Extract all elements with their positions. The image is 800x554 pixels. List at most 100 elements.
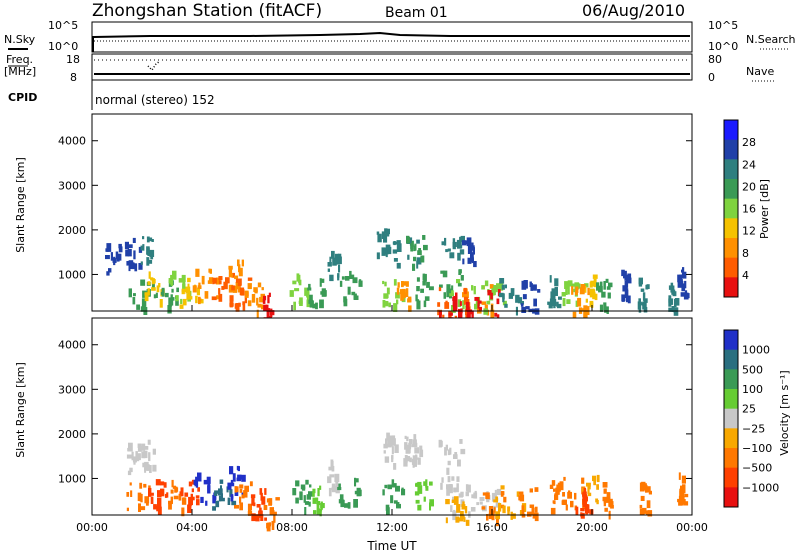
power-echo-cell (142, 236, 145, 240)
power-colorbar-segment (724, 159, 738, 180)
velocity-colorbar-tick-label: 100 (742, 383, 763, 396)
power-echo-cell (504, 284, 507, 289)
velocity-colorbar-label: Velocity [m s⁻¹] (778, 370, 791, 455)
power-echo-cell (237, 259, 240, 267)
velocity-echo-cell (412, 458, 417, 467)
power-echo-cell (138, 246, 143, 253)
velocity-echo-cell (130, 490, 133, 497)
power-echo-cell (171, 288, 174, 293)
power-echo-cell (486, 300, 489, 304)
power-echo-cell (403, 281, 407, 286)
velocity-echo-cell (470, 507, 476, 512)
power-echo-cell (571, 286, 574, 295)
power-echo-cell (638, 298, 641, 307)
power-echo-cell (473, 286, 476, 295)
power-echo-cell (138, 263, 143, 270)
velocity-colorbar-segment (724, 349, 738, 370)
power-echo-cell (298, 279, 302, 286)
power-echo-cell (483, 308, 488, 315)
velocity-echo-cell (429, 499, 434, 507)
power-echo-cell (293, 301, 296, 311)
velocity-y-tick-label: 2000 (58, 428, 86, 441)
velocity-echo-cell (306, 494, 311, 500)
power-echo-cell (591, 289, 596, 295)
velocity-echo-cell (166, 492, 169, 498)
power-echo-cell (638, 303, 642, 313)
velocity-echo-cell (391, 438, 396, 446)
power-echo-cell (393, 279, 397, 286)
velocity-echo-cell (453, 454, 458, 459)
velocity-echo-cell (491, 492, 497, 502)
power-echo-cell (674, 298, 680, 306)
velocity-echo-cell (331, 465, 335, 472)
velocity-echo-cell (476, 502, 479, 506)
power-echo-cell (309, 300, 314, 308)
cpid-mode: normal (stereo) 152 (95, 93, 215, 107)
velocity-echo-cell (160, 488, 165, 497)
velocity-echo-cell (415, 499, 420, 504)
power-echo-cell (396, 299, 399, 305)
velocity-echo-cell (316, 503, 320, 512)
velocity-echo-cell (500, 491, 504, 497)
power-echo-cell (338, 264, 341, 273)
power-echo-cell (489, 284, 494, 289)
velocity-echo-cell (220, 497, 225, 502)
velocity-echo-cell (677, 498, 681, 503)
power-echo-cell (426, 281, 430, 288)
velocity-echo-cell (128, 442, 133, 452)
velocity-echo-cell (586, 482, 591, 487)
velocity-echo-cell (269, 507, 274, 515)
power-echo-cell (199, 298, 202, 302)
velocity-echo-cell (213, 492, 217, 500)
velocity-echo-cell (292, 488, 297, 496)
velocity-colorbar-segment (724, 467, 738, 488)
velocity-echo-cell (471, 494, 475, 499)
power-echo-cell (209, 268, 212, 274)
velocity-echo-cell (414, 491, 420, 496)
power-echo-cell (140, 279, 146, 286)
velocity-echo-cell (596, 484, 599, 490)
velocity-echo-cell (137, 492, 142, 501)
velocity-x-tick-label: 08:00 (276, 521, 308, 534)
velocity-echo-cell (401, 488, 406, 496)
power-echo-cell (395, 292, 400, 299)
velocity-echo-cell (474, 490, 477, 499)
velocity-echo-cell (451, 499, 455, 503)
velocity-echo-cell (575, 506, 579, 515)
power-echo-cell (126, 261, 132, 266)
power-echo-cell (599, 304, 603, 312)
power-echo-cell (499, 278, 505, 284)
velocity-echo-cell (608, 498, 613, 507)
velocity-echo-cell (344, 503, 349, 508)
velocity-echo-cell (187, 504, 192, 513)
velocity-echo-cell (412, 439, 417, 445)
velocity-echo-cell (411, 444, 416, 448)
velocity-echo-cell (647, 510, 653, 517)
power-echo-cell (151, 282, 155, 289)
power-echo-cell (522, 294, 527, 300)
power-echo-cell (605, 278, 609, 283)
power-echo-cell (228, 265, 233, 270)
velocity-echo-cell (639, 504, 643, 509)
velocity-echo-cell (587, 486, 590, 495)
power-echo-cell (385, 244, 391, 250)
velocity-echo-cell (457, 463, 460, 467)
velocity-echo-cell (678, 501, 683, 506)
power-echo-cell (471, 310, 474, 319)
power-echo-cell (464, 291, 469, 299)
velocity-echo-cell (175, 487, 179, 492)
power-echo-cell (383, 293, 388, 299)
velocity-echo-cell (456, 476, 460, 482)
velocity-echo-cell (197, 472, 202, 482)
velocity-echo-cell (144, 496, 150, 504)
power-echo-cell (573, 288, 577, 293)
power-echo-cell (437, 302, 441, 307)
velocity-echo-cell (554, 494, 559, 500)
velocity-echo-cell (170, 489, 174, 494)
velocity-echo-cell (534, 487, 539, 492)
velocity-echo-cell (331, 486, 336, 491)
velocity-echo-cell (580, 512, 583, 517)
velocity-echo-cell (519, 494, 525, 502)
velocity-echo-cell (606, 492, 610, 498)
power-echo-cell (572, 311, 577, 319)
